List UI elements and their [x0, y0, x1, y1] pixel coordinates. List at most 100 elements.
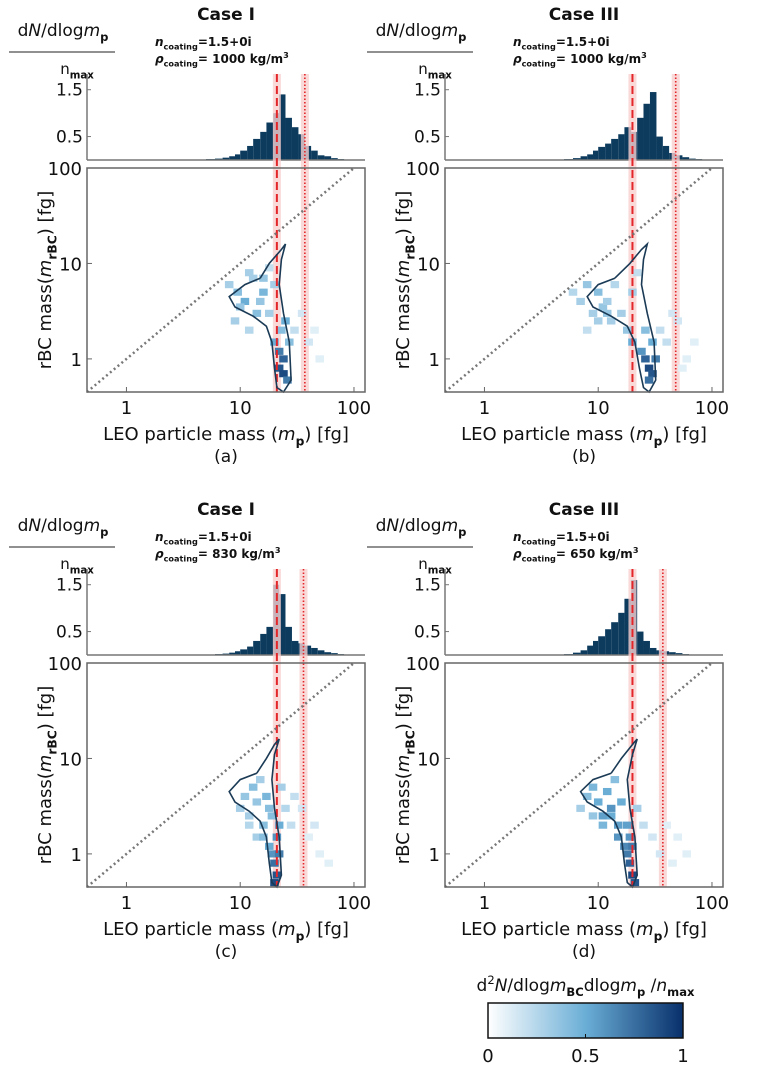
hist-bar [572, 652, 581, 655]
hist-bar [618, 612, 625, 655]
heatmap-cell [264, 804, 274, 812]
x-tick-label: 100 [337, 398, 371, 419]
colorbar-label-part: m [620, 976, 637, 996]
annotation: ncoating=1.5+0i [155, 35, 252, 52]
panel-title: Case I [197, 5, 255, 25]
y-tick-label: 100 [48, 159, 82, 180]
heatmap-cell [304, 833, 313, 841]
hist-tick-label: 1.5 [56, 576, 83, 596]
x-axis-label-part: LEO particle mass ( [461, 919, 636, 940]
heatmap-cell [270, 879, 279, 887]
annotation-part: =1.5+0i [198, 35, 252, 49]
x-tick-label: 100 [695, 893, 729, 914]
hist-label-part: p [100, 525, 108, 539]
hist-bar [593, 640, 599, 655]
colorbar-box [487, 1002, 684, 1039]
hist-bar [598, 146, 606, 160]
identity-line [444, 167, 713, 393]
hist-label-part: p [100, 30, 108, 44]
heatmap-cell [240, 792, 250, 801]
annotation-part: = 830 kg/m [198, 547, 275, 561]
annotation-part: ρ [513, 52, 522, 66]
hist-bar [317, 155, 325, 160]
hist-label-denominator-part: max [70, 566, 94, 577]
hist-bar [324, 156, 332, 160]
identity-line [444, 662, 713, 888]
heatmap-cell [598, 812, 608, 820]
heatmap-cell [602, 787, 612, 796]
hist-label-denominator-part: max [70, 71, 94, 82]
plot-frame [444, 167, 724, 393]
annotation-part: = 650 kg/m [556, 547, 633, 561]
x-axis-label-part: ) [fg] [662, 424, 707, 445]
hist-tick-label: 1.5 [56, 81, 83, 101]
hist-label-denominator-part: n [418, 60, 428, 78]
hist-label-part: m [442, 516, 459, 536]
annotation-part: n [513, 35, 522, 49]
heatmap-cell [270, 338, 279, 346]
annotation-part: 3 [641, 50, 647, 60]
heatmap-cell [310, 326, 319, 334]
heatmap-cell [255, 297, 265, 306]
x-axis-label: LEO particle mass (mp) [fg] [461, 424, 707, 448]
heatmap-cell [576, 804, 585, 812]
heatmap-cell [648, 833, 657, 841]
y-axis-label-part: m [35, 755, 56, 773]
hist-label-part: d [18, 516, 29, 536]
colorbar-label-part: n [656, 976, 667, 996]
y-axis-label-part: rBC [403, 730, 417, 754]
annotation-part: ρ [513, 547, 522, 561]
heatmap-cell [625, 833, 635, 841]
x-tick-label: 100 [337, 893, 371, 914]
heatmap-cell [244, 812, 254, 820]
annotation-part: coating [164, 42, 198, 52]
hist-label-denominator-part: n [60, 60, 70, 78]
heatmap-cell [610, 776, 620, 784]
hist-tick-label: 0.5 [414, 623, 441, 643]
heatmap-cell [606, 812, 616, 820]
hist-bar [637, 631, 644, 655]
hist-bar [253, 640, 261, 655]
y-tick-label: 100 [406, 654, 440, 675]
hist-label-part: m [442, 21, 459, 41]
y-axis-label-part: ) [fg] [35, 191, 56, 236]
hist-label-denominator-part: n [60, 555, 70, 573]
reference-band [671, 74, 680, 392]
colorbar-tick-label: 0 [482, 1046, 493, 1067]
heatmap-cell [248, 783, 258, 791]
heatmap-cell [315, 850, 324, 858]
x-tick-label: 1 [121, 398, 132, 419]
hist-label-part: d [18, 21, 29, 41]
hist-label-part: p [458, 525, 466, 539]
x-axis-label: LEO particle mass (mp) [fg] [461, 919, 707, 943]
plot-frame [86, 662, 366, 888]
heatmap-cell [252, 309, 262, 317]
heatmap-cell [622, 326, 632, 334]
hist-bar [637, 117, 644, 160]
y-axis-label-part: rBC mass( [35, 772, 56, 864]
heatmap-cell [286, 821, 296, 829]
hist-tick-label: 0.5 [56, 128, 83, 148]
colorbar-label-part: 2 [487, 973, 494, 987]
hist-bar [611, 138, 619, 160]
y-tick-label: 1 [429, 845, 440, 866]
hist-bar [285, 117, 292, 160]
hist-bar [649, 92, 657, 160]
heatmap-cell [622, 821, 632, 829]
y-tick-label: 1 [71, 350, 82, 371]
heatmap-cell [682, 850, 692, 858]
hist-tick-label: 1.5 [414, 576, 441, 596]
hist-bar [669, 652, 676, 655]
annotation-part: = 1000 kg/m [198, 52, 283, 66]
colorbar-label-part: max [667, 985, 695, 999]
y-axis-label: rBC mass(mrBC) [fg] [35, 191, 59, 370]
hist-bar [311, 150, 318, 160]
heatmap-cell [274, 821, 284, 829]
hist-label-denominator: nmax [418, 555, 452, 577]
hist-tick-label: 1.5 [414, 81, 441, 101]
heatmap-cell [648, 370, 657, 378]
heatmap-cell [274, 850, 284, 858]
y-axis-label: rBC mass(mrBC) [fg] [393, 686, 417, 865]
heatmap-cell [297, 309, 307, 317]
hist-label-denominator-part: n [418, 555, 428, 573]
